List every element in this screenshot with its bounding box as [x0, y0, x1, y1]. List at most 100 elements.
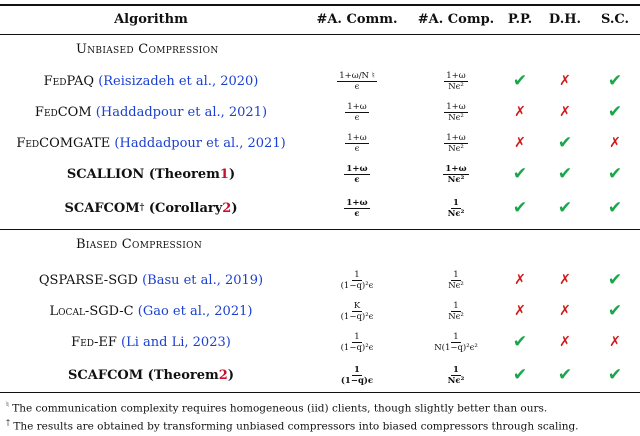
- bottom-rule: [0, 392, 640, 393]
- pp-cell: ✔: [500, 193, 540, 223]
- comp-numerator: 1: [451, 300, 461, 312]
- comp-numerator: 1: [451, 364, 461, 376]
- check-icon: ✔: [557, 164, 573, 184]
- comm-cell: 1+ω/N ♮ ϵ: [302, 66, 412, 96]
- header-algorithm: Algorithm: [114, 11, 188, 27]
- comm-cell: 1+ω ϵ: [302, 193, 412, 223]
- comp-fraction: 1 Nϵ²: [446, 365, 467, 386]
- comp-cell: 1+ω Nϵ²: [412, 66, 500, 96]
- top-rule: [0, 4, 640, 6]
- comp-fraction: 1 Nϵ²: [446, 301, 466, 322]
- citation-link[interactable]: (Basu et al., 2019): [142, 272, 264, 288]
- dagger-mark: †: [139, 203, 145, 213]
- sc-cell: ✔: [590, 159, 640, 189]
- algorithm-cell: SCALLION (Theorem 1): [0, 159, 302, 189]
- section-separator-rule: [0, 229, 640, 230]
- citation-link[interactable]: (Li and Li, 2023): [121, 334, 231, 350]
- dh-cell: ✔: [540, 159, 590, 189]
- cross-icon: ✗: [514, 272, 526, 288]
- comm-cell: 1+ω ϵ: [302, 159, 412, 189]
- reference-link[interactable]: 2: [218, 367, 228, 383]
- check-icon: ✔: [512, 332, 528, 352]
- footnote-natural-mark: ♮: [6, 400, 9, 409]
- cross-icon: ✗: [559, 303, 571, 319]
- footnote-natural-text: The communication complexity requires ho…: [12, 402, 548, 415]
- cross-icon: ✗: [609, 135, 621, 151]
- comp-fraction: 1+ω Nϵ²: [443, 163, 469, 185]
- comp-numerator: 1+ω: [443, 163, 469, 175]
- footnote-dagger-text: The results are obtained by transforming…: [13, 420, 579, 433]
- comm-cell: K (1−q)²ϵ: [302, 296, 412, 326]
- comm-numerator: 1+ω: [344, 163, 370, 175]
- paren-suffix: ): [228, 166, 236, 182]
- comm-cell: 1+ω ϵ: [302, 97, 412, 127]
- comp-cell: 1 Nϵ²: [412, 296, 500, 326]
- table-row: SCALLION (Theorem 1) 1+ω ϵ 1+ω Nϵ² ✔ ✔ ✔: [0, 159, 640, 189]
- pp-cell: ✔: [500, 360, 540, 390]
- comp-numerator: 1+ω: [444, 70, 468, 82]
- comm-numerator: 1: [352, 331, 362, 343]
- comm-numerator: 1+ω: [345, 101, 369, 113]
- algorithm-cell: SCAFCOM (Theorem 2): [0, 360, 302, 390]
- dh-cell: ✗: [540, 265, 590, 295]
- citation-link[interactable]: (Haddadpour et al., 2021): [95, 104, 268, 120]
- dh-cell: ✔: [540, 193, 590, 223]
- section-title-biased: Biased Compression: [76, 237, 203, 252]
- paren-prefix: (Theorem: [147, 367, 219, 383]
- check-icon: ✔: [607, 71, 623, 91]
- comm-fraction: 1+ω/N ♮ ϵ: [337, 71, 377, 92]
- comp-fraction: 1+ω Nϵ²: [444, 133, 468, 154]
- comm-fraction: 1 (1−q)²ϵ: [339, 332, 376, 353]
- comm-denominator: ϵ: [354, 208, 360, 219]
- algorithm-name: SCAFCOM: [64, 200, 140, 216]
- sc-cell: ✔: [590, 296, 640, 326]
- algorithm-name: Fed-EF: [71, 334, 117, 350]
- paren-prefix: (Theorem: [148, 166, 220, 182]
- comm-denominator: (1−q)²ϵ: [340, 311, 374, 322]
- section-title-unbiased: Unbiased Compression: [76, 42, 219, 57]
- comp-fraction: 1 N(1−q)²ϵ²: [432, 332, 480, 353]
- citation-link[interactable]: (Gao et al., 2021): [137, 303, 253, 319]
- algorithm-name: FedCOM: [34, 104, 92, 120]
- dh-cell: ✗: [540, 66, 590, 96]
- table-row: Fed-EF (Li and Li, 2023) 1 (1−q)²ϵ 1 N(1−q)²…: [0, 327, 640, 357]
- comp-numerator: 1: [451, 269, 461, 281]
- comp-cell: 1 Nϵ²: [412, 193, 500, 223]
- algorithm-cell: FedCOM (Haddadpour et al., 2021): [0, 97, 302, 127]
- footnote-natural: ♮ The communication complexity requires …: [6, 400, 547, 415]
- comm-cell: 1 (1−q)²ϵ: [302, 265, 412, 295]
- comm-denominator: ϵ: [354, 143, 360, 154]
- sc-cell: ✔: [590, 66, 640, 96]
- comp-denominator: Nϵ²: [448, 81, 464, 92]
- algorithm-cell: FedPAQ (Reisizadeh et al., 2020): [0, 66, 302, 96]
- comm-denominator: (1−q)²ϵ: [340, 342, 374, 353]
- cross-icon: ✗: [559, 73, 571, 89]
- comm-cell: 1 (1−q)ϵ: [302, 360, 412, 390]
- comm-denominator: ϵ: [354, 174, 360, 185]
- check-icon: ✔: [607, 270, 623, 290]
- citation-link[interactable]: (Reisizadeh et al., 2020): [98, 73, 259, 89]
- comp-cell: 1+ω Nϵ²: [412, 97, 500, 127]
- comp-cell: 1+ω Nϵ²: [412, 128, 500, 158]
- comp-denominator: N(1−q)²ϵ²: [434, 342, 478, 353]
- citation-link[interactable]: (Haddadpour et al., 2021): [114, 135, 286, 151]
- comm-cell: 1 (1−q)²ϵ: [302, 327, 412, 357]
- paren-suffix: ): [227, 367, 234, 383]
- pp-cell: ✗: [500, 128, 540, 158]
- footnote-dagger: † The results are obtained by transformi…: [6, 418, 579, 433]
- algorithm-name: QSPARSE-SGD: [38, 272, 138, 288]
- table-row: Local-SGD-C (Gao et al., 2021) K (1−q)²ϵ 1 N…: [0, 296, 640, 326]
- pp-cell: ✗: [500, 265, 540, 295]
- comp-denominator: Nϵ²: [447, 208, 465, 219]
- pp-cell: ✗: [500, 296, 540, 326]
- header-sc: S.C.: [600, 11, 630, 27]
- header-comm: #A. Comm.: [316, 11, 398, 27]
- paren-suffix: ): [231, 200, 238, 216]
- comp-denominator: Nϵ²: [447, 375, 465, 386]
- reference-link[interactable]: 2: [222, 200, 232, 216]
- reference-link[interactable]: 1: [219, 166, 229, 182]
- table-row: FedPAQ (Reisizadeh et al., 2020) 1+ω/N ♮ ϵ…: [0, 66, 640, 96]
- comm-fraction: 1 (1−q)²ϵ: [339, 270, 376, 291]
- sc-cell: ✔: [590, 97, 640, 127]
- sc-cell: ✔: [590, 360, 640, 390]
